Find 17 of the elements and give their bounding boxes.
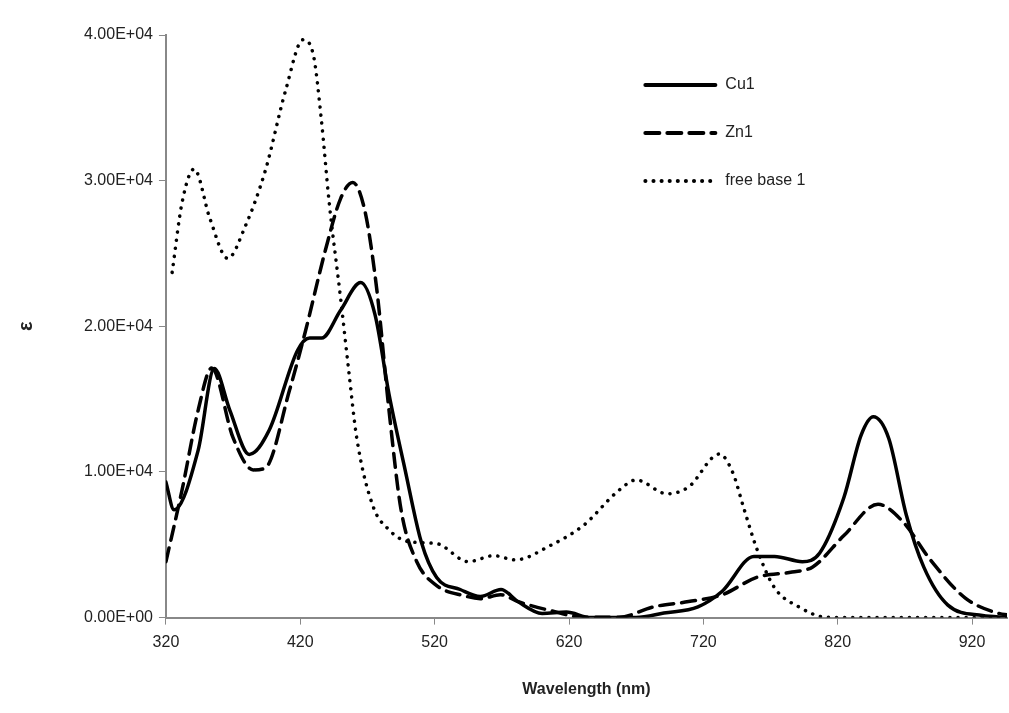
x-tick-label: 320: [152, 632, 180, 650]
legend-label: Cu1: [725, 75, 755, 93]
legend-label: Zn1: [725, 123, 754, 141]
x-axis-title: Wavelength (nm): [522, 679, 651, 697]
x-tick-label: 820: [824, 632, 852, 650]
y-tick-label: 4.00E+04: [84, 25, 154, 43]
y-tick-label: 2.00E+04: [84, 316, 154, 334]
x-tick-label: 520: [421, 632, 449, 650]
x-tick-label: 720: [690, 632, 717, 650]
x-tick-label: 620: [555, 632, 583, 650]
y-tick-label: 1.00E+04: [84, 462, 154, 480]
legend-label: free base 1: [725, 171, 806, 189]
y-tick-label: 0.00E+00: [84, 608, 154, 626]
x-tick-label: 420: [286, 632, 314, 650]
y-tick-label: 3.00E+04: [84, 171, 154, 189]
y-axis-title: ε: [13, 321, 36, 332]
x-tick-label: 920: [958, 632, 986, 650]
